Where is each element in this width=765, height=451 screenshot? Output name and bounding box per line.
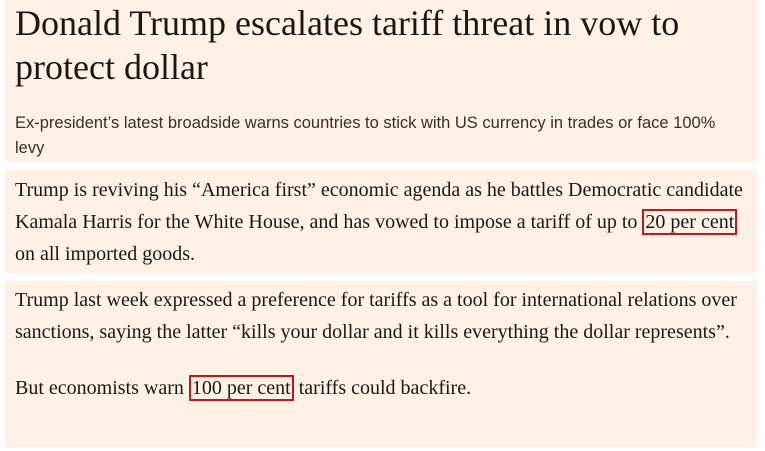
paragraph: Trump is reviving his “America first” ec… xyxy=(15,170,747,270)
highlight: 100 per cent xyxy=(188,375,294,401)
paragraph: But economists warn 100 per cent tariffs… xyxy=(15,348,747,404)
text: Trump is reviving his “America first” ec… xyxy=(15,179,743,233)
standfirst: Ex-president’s latest broadside warns co… xyxy=(15,114,716,157)
paragraph: Trump last week expressed a preference f… xyxy=(15,289,737,343)
text-panel: Trump is reviving his “America first” ec… xyxy=(5,170,757,273)
article-header: Donald Trump escalates tariff threat in … xyxy=(5,0,757,162)
text: tariffs could backfire. xyxy=(298,377,472,399)
highlight: 20 per cent xyxy=(642,209,738,235)
headline: Donald Trump escalates tariff threat in … xyxy=(15,3,680,87)
text: on all imported goods. xyxy=(15,243,195,265)
text: But economists warn xyxy=(15,377,184,399)
text-panel: Trump last week expressed a preference f… xyxy=(5,281,757,447)
